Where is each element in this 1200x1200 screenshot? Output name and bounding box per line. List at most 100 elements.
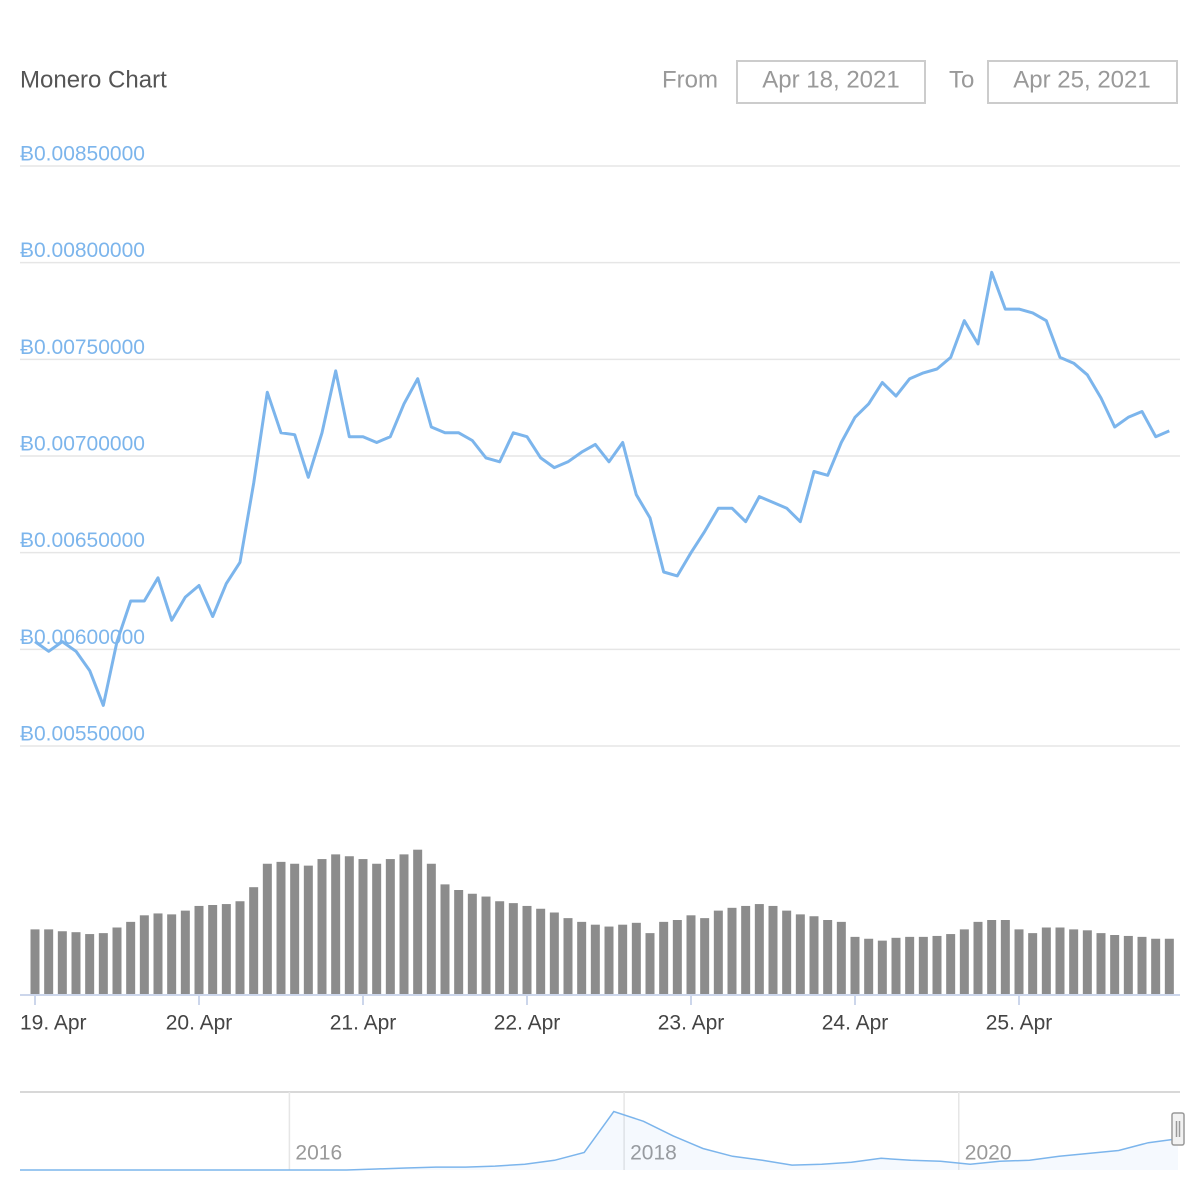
x-tick-label: 25. Apr (986, 1012, 1053, 1035)
navigator-tick-label: 2018 (630, 1142, 677, 1165)
volume-bar (1151, 938, 1161, 995)
volume-bar (823, 920, 833, 995)
volume-bar (303, 865, 313, 995)
volume-bar (577, 921, 587, 995)
volume-bar (741, 905, 751, 995)
volume-bar (399, 854, 409, 995)
volume-bar (672, 920, 682, 995)
volume-bar (795, 914, 805, 995)
volume-bar (1164, 938, 1174, 995)
volume-bar (1028, 933, 1038, 995)
volume-bar (836, 921, 846, 995)
volume-bar (905, 936, 915, 995)
volume-bar (618, 924, 628, 995)
from-date[interactable]: Apr 18, 2021 (762, 66, 899, 93)
volume-bar (631, 922, 641, 995)
navigator-line (20, 1110, 1179, 1171)
volume-bar (1137, 936, 1147, 995)
y-tick-label: Ƀ0.00550000 (20, 723, 145, 746)
volume-bar (508, 903, 518, 995)
volume-bar (1082, 930, 1092, 995)
volume-bar (249, 887, 259, 995)
volume-bar (344, 856, 354, 995)
volume-bar (850, 936, 860, 995)
from-date-input[interactable]: Apr 18, 2021 (736, 60, 926, 104)
volume-bar (864, 938, 874, 995)
volume-bar (1055, 927, 1065, 995)
x-tick-label: 23. Apr (658, 1012, 725, 1035)
y-tick-label: Ƀ0.00800000 (20, 239, 145, 262)
volume-bar (891, 937, 901, 995)
volume-bar (1096, 933, 1106, 995)
volume-bar (317, 859, 327, 995)
volume-bar (276, 861, 286, 995)
volume-bar (713, 910, 723, 995)
volume-bar (563, 918, 573, 995)
x-tick-label: 22. Apr (494, 1012, 561, 1035)
volume-bar (385, 859, 395, 995)
to-date-input[interactable]: Apr 25, 2021 (987, 60, 1178, 104)
volume-bar (167, 914, 177, 995)
volume-bar (153, 913, 163, 995)
y-tick-label: Ƀ0.00750000 (20, 336, 145, 359)
volume-bar (71, 932, 81, 995)
volume-bar (659, 921, 669, 995)
volume-bar (768, 905, 778, 995)
volume-bar (358, 859, 368, 995)
volume-bar (782, 910, 792, 995)
volume-bar (536, 908, 546, 995)
volume-bar (727, 907, 737, 995)
volume-bar (987, 920, 997, 995)
volume-bar (112, 927, 122, 995)
from-label: From (662, 66, 718, 93)
volume-bar (413, 849, 423, 995)
volume-bar (1041, 927, 1051, 995)
volume-bar (754, 904, 764, 995)
input-box[interactable] (736, 60, 926, 104)
volume-bar (686, 915, 696, 995)
volume-bar (973, 921, 983, 995)
volume-bar (221, 904, 231, 995)
volume-bar (208, 905, 218, 995)
volume-bar (331, 854, 341, 995)
volume-bar (290, 863, 300, 995)
volume-bar (454, 890, 464, 995)
volume-bar (549, 912, 559, 995)
to-date[interactable]: Apr 25, 2021 (1013, 66, 1150, 93)
volume-bar (98, 933, 108, 995)
volume-bar (495, 901, 505, 995)
volume-bar (426, 863, 436, 995)
volume-bar (262, 863, 272, 995)
volume-bar (30, 929, 40, 995)
y-tick-label: Ƀ0.00600000 (20, 626, 145, 649)
volume-bar (522, 905, 532, 995)
volume-bar (139, 915, 149, 995)
to-label: To (949, 66, 974, 93)
x-tick-label: 24. Apr (822, 1012, 889, 1035)
volume-bar (481, 896, 491, 995)
input-box[interactable] (987, 60, 1178, 104)
volume-bar (467, 893, 477, 995)
navigator-handle[interactable] (1171, 1112, 1185, 1146)
x-tick-label: 20. Apr (166, 1012, 233, 1035)
volume-bar (1069, 929, 1079, 995)
volume-bar (85, 934, 95, 995)
volume-bar (126, 921, 136, 995)
volume-bar (932, 935, 942, 995)
volume-bar (604, 926, 614, 995)
volume-bar (946, 934, 956, 995)
price-line (34, 270, 1170, 707)
volume-bar (180, 910, 190, 995)
volume-bar (1123, 935, 1133, 995)
volume-bar (809, 916, 819, 995)
y-tick-label: Ƀ0.00850000 (20, 143, 145, 166)
volume-bar (645, 933, 655, 995)
volume-bar (1014, 929, 1024, 995)
navigator-tick-label: 2016 (295, 1142, 342, 1165)
volume-bar (57, 931, 67, 995)
y-tick-label: Ƀ0.00700000 (20, 433, 145, 456)
navigator-area (20, 1111, 1178, 1170)
volume-bar (1110, 935, 1120, 995)
